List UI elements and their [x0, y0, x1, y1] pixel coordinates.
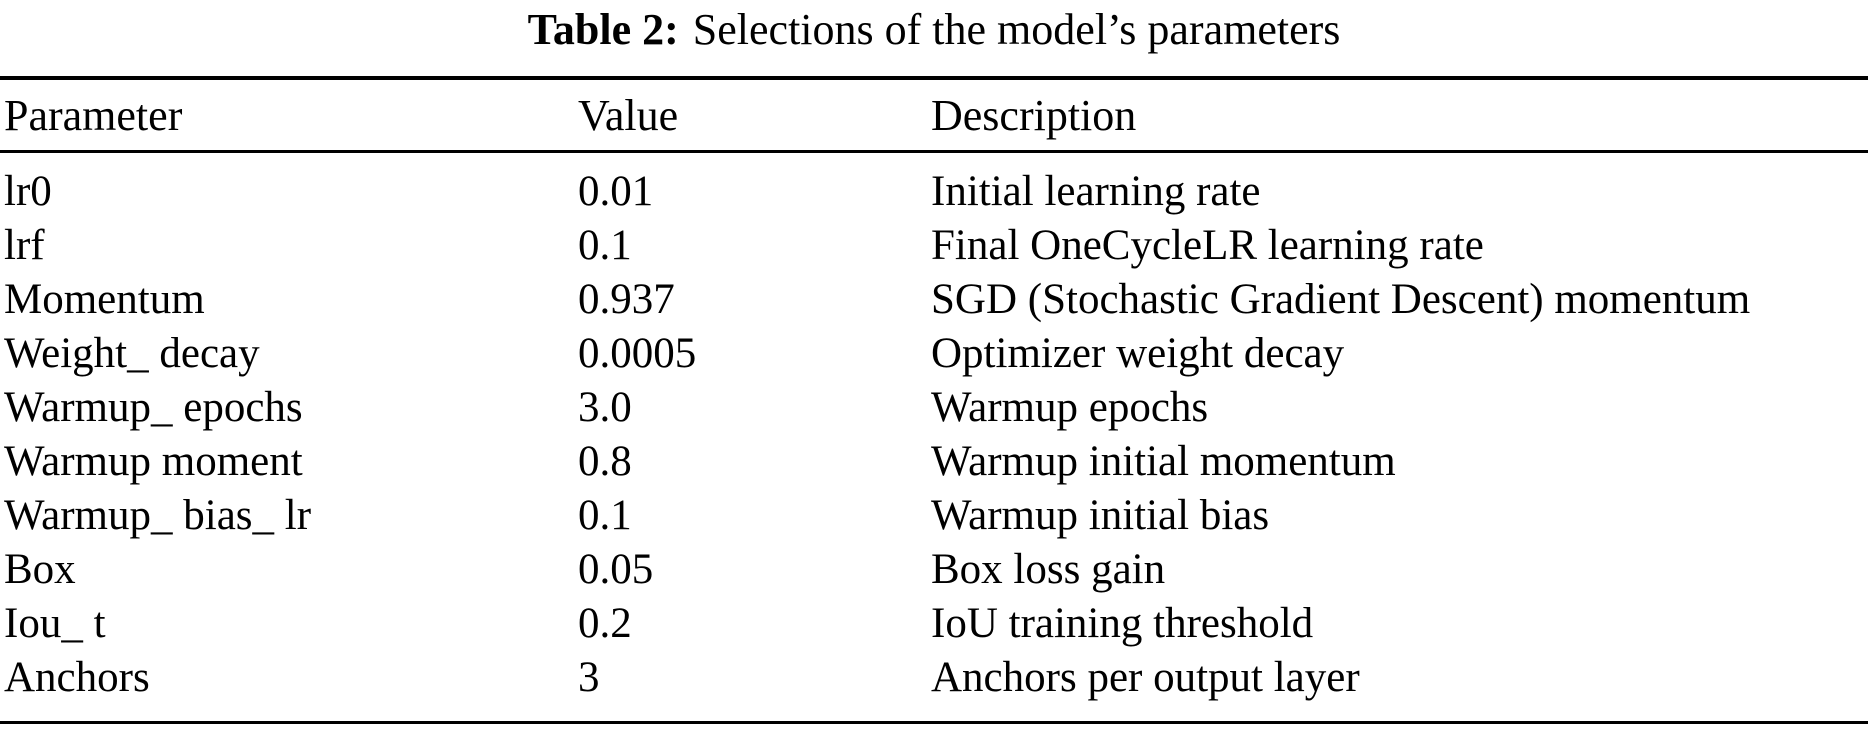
- parameter-cell: lrf: [4, 222, 45, 269]
- value-cell: 0.1: [578, 492, 632, 539]
- description-cell: Optimizer weight decay: [931, 330, 1345, 377]
- parameter-cell: Anchors: [4, 654, 150, 701]
- value-cell: 3: [578, 654, 600, 701]
- value-cell: 0.8: [578, 438, 632, 485]
- parameter-cell: Momentum: [4, 276, 205, 323]
- table-row: Weight_ decay 0.0005 Optimizer weight deca…: [0, 327, 1868, 381]
- value-cell: 3.0: [578, 384, 632, 431]
- table-header-row: Parameter Value Description: [0, 78, 1868, 153]
- value-cell: 0.1: [578, 222, 632, 269]
- description-cell: Warmup initial momentum: [931, 438, 1396, 485]
- table-caption-title: Selections of the model’s parameters: [692, 5, 1341, 54]
- description-cell: Anchors per output layer: [931, 654, 1360, 701]
- table-body: lr0 0.01 Initial learning rate lrf 0.1 Final …: [0, 152, 1868, 723]
- description-cell: Warmup initial bias: [931, 492, 1270, 539]
- column-header-description: Description: [931, 78, 1868, 153]
- description-cell: Initial learning rate: [931, 168, 1261, 215]
- parameter-cell: Iou_ t: [4, 600, 106, 647]
- table-row: lrf 0.1 Final OneCycleLR learning rate: [0, 219, 1868, 273]
- table-caption: Table 2: Selections of the model’s parame…: [0, 6, 1868, 54]
- table-row: Warmup moment 0.8 Warmup initial momentum: [0, 435, 1868, 489]
- parameter-cell: lr0: [4, 168, 52, 215]
- parameter-cell: Box: [4, 546, 76, 593]
- value-cell: 0.05: [578, 546, 654, 593]
- value-cell: 0.937: [578, 276, 675, 323]
- description-cell: IoU training threshold: [931, 600, 1314, 647]
- description-cell: Final OneCycleLR learning rate: [931, 222, 1484, 269]
- parameter-cell: Warmup_ bias_ lr: [4, 492, 312, 539]
- parameter-cell: Weight_ decay: [4, 330, 260, 377]
- table-row: Iou_ t 0.2 IoU training threshold: [0, 597, 1868, 651]
- table-row: Warmup_ epochs 3.0 Warmup epochs: [0, 381, 1868, 435]
- parameter-cell: Warmup_ epochs: [4, 384, 303, 431]
- table-caption-number: Table 2:: [527, 5, 679, 54]
- table-row: Warmup_ bias_ lr 0.1 Warmup initial bias: [0, 489, 1868, 543]
- description-cell: Box loss gain: [931, 546, 1166, 593]
- value-cell: 0.0005: [578, 330, 697, 377]
- table-header: Parameter Value Description: [0, 78, 1868, 153]
- description-cell: Warmup epochs: [931, 384, 1209, 431]
- table-row: Anchors 3 Anchors per output layer: [0, 651, 1868, 723]
- table-row: lr0 0.01 Initial learning rate: [0, 152, 1868, 220]
- parameters-table: Parameter Value Description lr0 0.01 Initi…: [0, 76, 1868, 724]
- parameter-cell: Warmup moment: [4, 438, 303, 485]
- value-cell: 0.01: [578, 168, 654, 215]
- column-header-parameter: Parameter: [0, 78, 578, 153]
- column-header-value: Value: [578, 78, 931, 153]
- value-cell: 0.2: [578, 600, 632, 647]
- description-cell: SGD (Stochastic Gradient Descent) moment…: [931, 276, 1751, 323]
- table-row: Box 0.05 Box loss gain: [0, 543, 1868, 597]
- table-row: Momentum 0.937 SGD (Stochastic Gradient De…: [0, 273, 1868, 327]
